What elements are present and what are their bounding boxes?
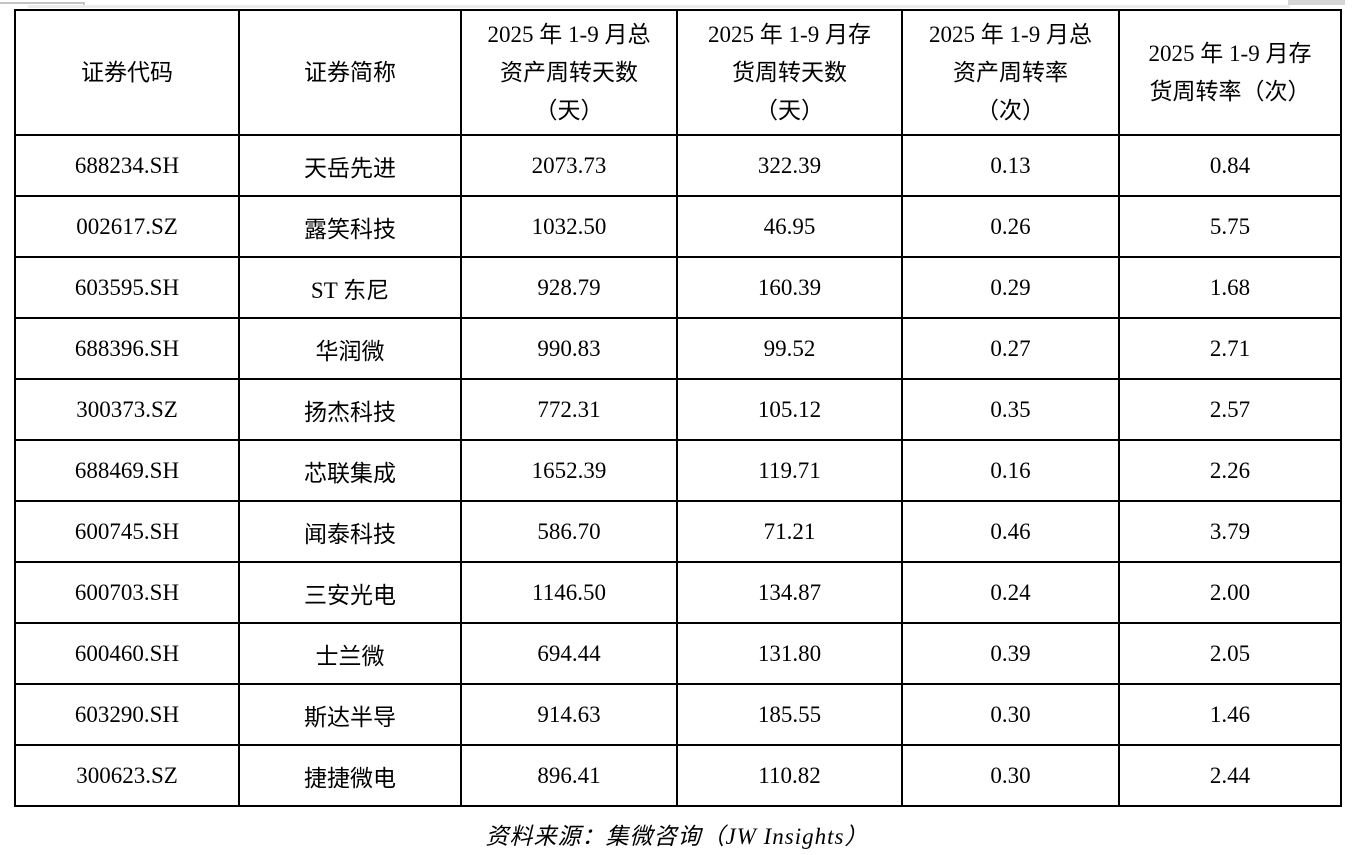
cell-inventory_turnover_rate: 2.26 <box>1118 439 1342 502</box>
cell-asset_turnover_days: 990.83 <box>460 317 678 380</box>
cell-asset_turnover_rate: 0.30 <box>901 744 1120 807</box>
cell-inventory_turnover_days: 160.39 <box>676 256 903 319</box>
cell-asset_turnover_days: 694.44 <box>460 622 678 685</box>
cell-asset_turnover_rate: 0.30 <box>901 683 1120 746</box>
cell-asset_turnover_days: 586.70 <box>460 500 678 563</box>
table-row: 600703.SH 三安光电 1146.50 134.87 0.24 2.00 <box>14 561 1342 624</box>
cell-inventory_turnover_rate: 1.46 <box>1118 683 1342 746</box>
table-row: 688396.SH 华润微 990.83 99.52 0.27 2.71 <box>14 317 1342 380</box>
table-row: 603290.SH 斯达半导 914.63 185.55 0.30 1.46 <box>14 683 1342 746</box>
cell-asset_turnover_rate: 0.46 <box>901 500 1120 563</box>
cell-inventory_turnover_rate: 2.05 <box>1118 622 1342 685</box>
cell-asset_turnover_rate: 0.13 <box>901 134 1120 197</box>
table-row: 300623.SZ 捷捷微电 896.41 110.82 0.30 2.44 <box>14 744 1342 807</box>
cell-inventory_turnover_days: 119.71 <box>676 439 903 502</box>
cell-asset_turnover_days: 1146.50 <box>460 561 678 624</box>
cell-asset_turnover_days: 914.63 <box>460 683 678 746</box>
cell-inventory_turnover_rate: 2.71 <box>1118 317 1342 380</box>
data-source-note: 资料来源：集微咨询（JW Insights） <box>485 824 869 849</box>
column-header-2: 2025 年 1-9 月总 资产周转天数 （天） <box>460 9 678 136</box>
column-header-4: 2025 年 1-9 月总 资产周转率 （次） <box>901 9 1120 136</box>
cell-asset_turnover_rate: 0.35 <box>901 378 1120 441</box>
table-header-row: 证券代码 证券简称 2025 年 1-9 月总 资产周转天数 （天） 2025 年 1… <box>14 9 1342 136</box>
cell-asset_turnover_rate: 0.27 <box>901 317 1120 380</box>
cell-name: 士兰微 <box>238 622 462 685</box>
column-header-1: 证券简称 <box>238 9 462 136</box>
cell-inventory_turnover_rate: 3.79 <box>1118 500 1342 563</box>
cell-code: 603290.SH <box>14 683 240 746</box>
cell-asset_turnover_days: 772.31 <box>460 378 678 441</box>
cell-asset_turnover_rate: 0.24 <box>901 561 1120 624</box>
column-header-3: 2025 年 1-9 月存 货周转天数 （天） <box>676 9 903 136</box>
turnover-data-table: 证券代码 证券简称 2025 年 1-9 月总 资产周转天数 （天） 2025 年 1… <box>14 9 1342 807</box>
cell-inventory_turnover_rate: 0.84 <box>1118 134 1342 197</box>
cell-code: 002617.SZ <box>14 195 240 258</box>
cell-asset_turnover_rate: 0.29 <box>901 256 1120 319</box>
cell-code: 600460.SH <box>14 622 240 685</box>
cell-inventory_turnover_rate: 2.00 <box>1118 561 1342 624</box>
screenshot-artifact-top-right <box>1288 0 1345 5</box>
cell-asset_turnover_days: 928.79 <box>460 256 678 319</box>
cell-name: 三安光电 <box>238 561 462 624</box>
cell-code: 600745.SH <box>14 500 240 563</box>
cell-name: 露笑科技 <box>238 195 462 258</box>
cell-asset_turnover_days: 2073.73 <box>460 134 678 197</box>
cell-asset_turnover_days: 1652.39 <box>460 439 678 502</box>
cell-asset_turnover_days: 1032.50 <box>460 195 678 258</box>
cell-name: 斯达半导 <box>238 683 462 746</box>
cell-name: ST 东尼 <box>238 256 462 319</box>
column-header-0: 证券代码 <box>14 9 240 136</box>
cell-name: 闻泰科技 <box>238 500 462 563</box>
table-row: 002617.SZ 露笑科技 1032.50 46.95 0.26 5.75 <box>14 195 1342 258</box>
cell-name: 华润微 <box>238 317 462 380</box>
screenshot-artifact-top-left <box>0 2 85 8</box>
cell-asset_turnover_rate: 0.26 <box>901 195 1120 258</box>
cell-inventory_turnover_rate: 5.75 <box>1118 195 1342 258</box>
cell-inventory_turnover_days: 110.82 <box>676 744 903 807</box>
table-row: 688469.SH 芯联集成 1652.39 119.71 0.16 2.26 <box>14 439 1342 502</box>
cell-inventory_turnover_days: 322.39 <box>676 134 903 197</box>
screenshot-artifact-top-band <box>28 5 1290 8</box>
table-row: 600460.SH 士兰微 694.44 131.80 0.39 2.05 <box>14 622 1342 685</box>
cell-code: 300373.SZ <box>14 378 240 441</box>
cell-inventory_turnover_days: 105.12 <box>676 378 903 441</box>
cell-inventory_turnover_days: 46.95 <box>676 195 903 258</box>
cell-code: 688396.SH <box>14 317 240 380</box>
cell-name: 天岳先进 <box>238 134 462 197</box>
cell-code: 688234.SH <box>14 134 240 197</box>
cell-asset_turnover_days: 896.41 <box>460 744 678 807</box>
column-header-5: 2025 年 1-9 月存 货周转率（次） <box>1118 9 1342 136</box>
cell-name: 芯联集成 <box>238 439 462 502</box>
cell-inventory_turnover_days: 131.80 <box>676 622 903 685</box>
cell-code: 603595.SH <box>14 256 240 319</box>
cell-name: 捷捷微电 <box>238 744 462 807</box>
cell-code: 300623.SZ <box>14 744 240 807</box>
cell-asset_turnover_rate: 0.39 <box>901 622 1120 685</box>
table-row: 300373.SZ 扬杰科技 772.31 105.12 0.35 2.57 <box>14 378 1342 441</box>
cell-inventory_turnover_rate: 1.68 <box>1118 256 1342 319</box>
table-row: 688234.SH 天岳先进 2073.73 322.39 0.13 0.84 <box>14 134 1342 197</box>
cell-code: 688469.SH <box>14 439 240 502</box>
cell-inventory_turnover_days: 71.21 <box>676 500 903 563</box>
cell-inventory_turnover_rate: 2.57 <box>1118 378 1342 441</box>
cell-name: 扬杰科技 <box>238 378 462 441</box>
cell-inventory_turnover_rate: 2.44 <box>1118 744 1342 807</box>
cell-inventory_turnover_days: 185.55 <box>676 683 903 746</box>
cell-inventory_turnover_days: 134.87 <box>676 561 903 624</box>
cell-code: 600703.SH <box>14 561 240 624</box>
cell-inventory_turnover_days: 99.52 <box>676 317 903 380</box>
cell-asset_turnover_rate: 0.16 <box>901 439 1120 502</box>
table-row: 603595.SH ST 东尼 928.79 160.39 0.29 1.68 <box>14 256 1342 319</box>
table-row: 600745.SH 闻泰科技 586.70 71.21 0.46 3.79 <box>14 500 1342 563</box>
